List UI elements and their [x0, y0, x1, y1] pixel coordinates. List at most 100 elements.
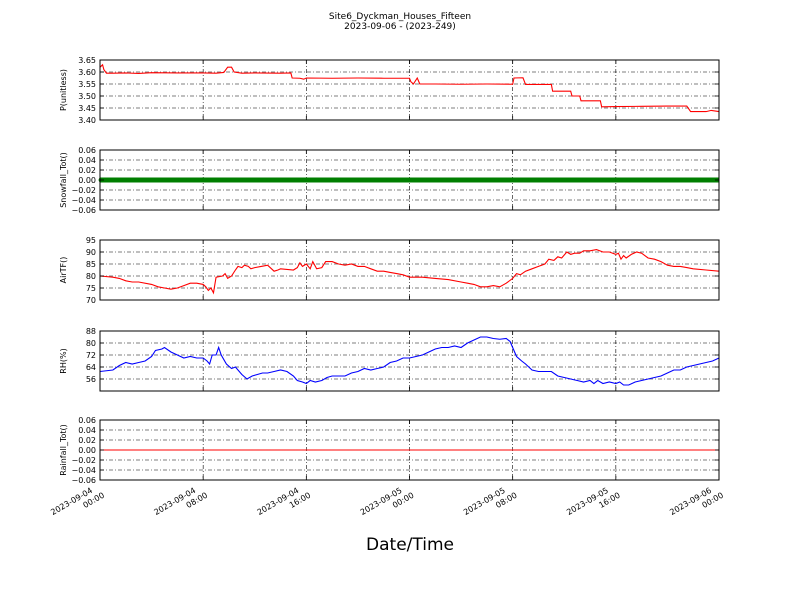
panel-2-series-point — [650, 177, 656, 183]
panel-2-series-point — [154, 177, 160, 183]
panel-2-series-point — [118, 177, 124, 183]
panel-2-series-point — [266, 177, 272, 183]
panel-2-series-point — [642, 177, 648, 183]
panel-3-ytick-label: 80 — [86, 272, 96, 281]
panel-2-series-point — [162, 177, 168, 183]
panel-2-series-point — [638, 177, 644, 183]
panel-2-series-point — [454, 177, 460, 183]
panel-2-series-point — [594, 177, 600, 183]
panel-2-series-point — [246, 177, 252, 183]
panel-2-series-point — [402, 177, 408, 183]
panel-2-series-point — [306, 177, 312, 183]
panel-2-series-point — [234, 177, 240, 183]
panel-2-series-point — [294, 177, 300, 183]
panel-2-series-point — [658, 177, 664, 183]
panel-2-series-point — [218, 177, 224, 183]
panel-2-series-point — [446, 177, 452, 183]
panel-3-ytick-label: 75 — [86, 284, 96, 293]
panel-2-ytick-label: −0.06 — [71, 206, 96, 215]
panel-2-series-point — [450, 177, 456, 183]
panel-2-series-point — [574, 177, 580, 183]
panel-2-series-point — [426, 177, 432, 183]
panel-2-series-point — [174, 177, 180, 183]
panel-2-series-point — [442, 177, 448, 183]
panel-2-series-point — [682, 177, 688, 183]
panel-2-series-point — [590, 177, 596, 183]
panel-2-series-point — [370, 177, 376, 183]
x-axis-label: Date/Time — [366, 535, 454, 555]
panel-1: 3.65 3.60 3.55 3.50 3.45 3.40 P(unitless) — [59, 56, 720, 125]
panel-2-series-point — [106, 177, 112, 183]
panel-2-series-point — [494, 177, 500, 183]
panel-5-ytick-label: 0.04 — [78, 426, 96, 435]
panel-2-series-point — [238, 177, 244, 183]
panel-2-series-point — [482, 177, 488, 183]
panel-2-series-point — [226, 177, 232, 183]
panel-1-ytick-label: 3.50 — [78, 92, 96, 101]
panel-2-series-point — [214, 177, 220, 183]
panel-2-series-point — [498, 177, 504, 183]
panel-2-series-point — [230, 177, 236, 183]
panel-2-series-point — [354, 177, 360, 183]
panel-2-series-point — [706, 177, 712, 183]
panel-2-series-point — [258, 177, 264, 183]
panel-1-ylabel: P(unitless) — [59, 69, 68, 111]
panel-2-series-point — [622, 177, 628, 183]
panel-2-ytick-label: −0.04 — [71, 196, 96, 205]
panel-2-series-point — [558, 177, 564, 183]
panel-2-series-point — [126, 177, 132, 183]
panel-2-series-point — [366, 177, 372, 183]
panel-2-series-point — [302, 177, 308, 183]
panel-2-series-point — [458, 177, 464, 183]
panel-2-series-point — [102, 177, 108, 183]
panel-2-series-point — [242, 177, 248, 183]
panel-2-series-point — [142, 177, 148, 183]
panel-2-series-point — [670, 177, 676, 183]
panel-2-series-point — [146, 177, 152, 183]
panel-4-series-line — [99, 336, 720, 386]
panel-2-series-point — [462, 177, 468, 183]
panel-2-series-point — [566, 177, 572, 183]
panel-2-series-point — [270, 177, 276, 183]
panel-2-series-point — [334, 177, 340, 183]
panel-2-series-point — [686, 177, 692, 183]
panel-2-series-point — [254, 177, 260, 183]
panel-2-series-point — [634, 177, 640, 183]
figure-title-line1: Site6_Dyckman_Houses_Fifteen — [329, 12, 471, 22]
panel-2-series-point — [698, 177, 704, 183]
panel-2-series-point — [410, 177, 416, 183]
panel-2-series-point — [390, 177, 396, 183]
panel-5-ytick-label: 0.02 — [78, 436, 96, 445]
panel-2-series-point — [514, 177, 520, 183]
panel-2-series-point — [350, 177, 356, 183]
panel-1-ytick-label: 3.65 — [78, 56, 96, 65]
panel-2-series-point — [602, 177, 608, 183]
panel-2-series-point — [710, 177, 716, 183]
panel-4-ylabel: RH(%) — [59, 348, 68, 373]
panel-2-series-point — [702, 177, 708, 183]
panel-2-series-point — [598, 177, 604, 183]
panel-2-series-point — [178, 177, 184, 183]
panel-2-series-point — [330, 177, 336, 183]
panel-2-series-point — [166, 177, 172, 183]
panel-2-series-point — [478, 177, 484, 183]
panel-2-series-point — [490, 177, 496, 183]
panel-5: 0.060.040.020.00−0.02−0.04−0.06Rainfall_… — [59, 416, 720, 485]
panel-2-ytick-label: 0.02 — [78, 166, 96, 175]
panel-2-series-point — [614, 177, 620, 183]
panel-2-series-point — [430, 177, 436, 183]
panel-2-ytick-label: 0.00 — [78, 176, 96, 185]
panel-2-series-point — [318, 177, 324, 183]
panel-2-series-point — [362, 177, 368, 183]
panel-2-series-point — [546, 177, 552, 183]
panel-2-series-point — [150, 177, 156, 183]
panel-2-series-point — [606, 177, 612, 183]
panel-2-series-point — [666, 177, 672, 183]
panel-2-series-point — [382, 177, 388, 183]
panel-2-series-point — [170, 177, 176, 183]
panel-2-series-point — [586, 177, 592, 183]
panel-2-series-point — [554, 177, 560, 183]
panel-3-ytick-label: 70 — [86, 296, 96, 305]
panel-2-series-point — [470, 177, 476, 183]
panel-2-series-point — [130, 177, 136, 183]
